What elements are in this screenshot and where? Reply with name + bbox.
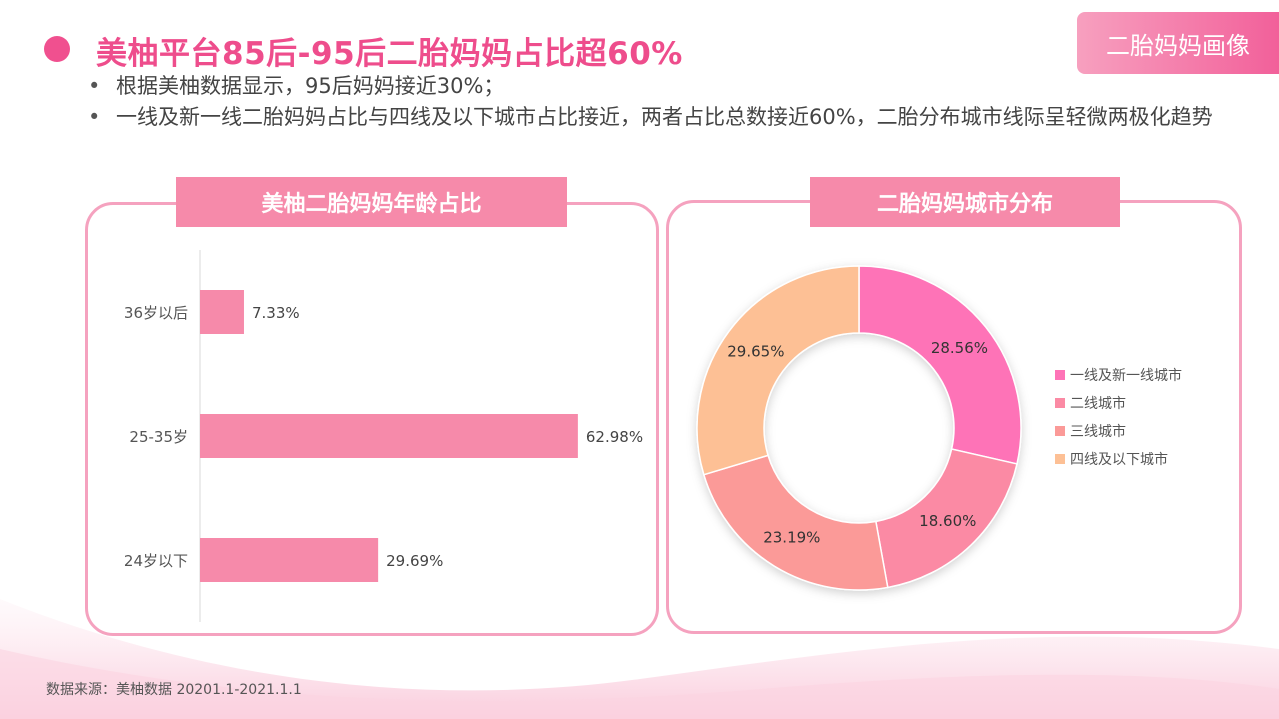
donut-slice	[702, 454, 889, 591]
legend-label: 二线城市	[1070, 395, 1126, 412]
bar-category-label: 25-35岁	[129, 428, 188, 446]
donut-value-label: 18.60%	[919, 512, 976, 530]
bar	[200, 414, 578, 458]
legend-swatch	[1055, 454, 1065, 464]
age-chart-title: 美柚二胎妈妈年龄占比	[176, 177, 567, 227]
bar	[200, 538, 379, 582]
summary-bullet: 根据美柚数据显示，95后妈妈接近30%；	[84, 72, 1244, 101]
donut-value-label: 29.65%	[727, 342, 784, 360]
legend-swatch	[1055, 398, 1065, 408]
section-tag: 二胎妈妈画像	[1077, 12, 1279, 74]
background-wave	[0, 599, 1279, 719]
page-title: 美柚平台85后-95后二胎妈妈占比超60%	[96, 36, 683, 72]
donut-slice	[858, 265, 1022, 465]
title-bullet-dot	[44, 36, 70, 62]
data-source-note: 数据来源：美柚数据 20201.1-2021.1.1	[46, 682, 302, 698]
bar-category-label: 36岁以后	[124, 304, 188, 322]
city-chart-title: 二胎妈妈城市分布	[810, 177, 1120, 227]
legend-label: 一线及新一线城市	[1070, 367, 1182, 384]
bar-value-label: 29.69%	[386, 552, 443, 570]
bar-category-label: 24岁以下	[124, 552, 188, 570]
summary-bullet: 一线及新一线二胎妈妈占比与四线及以下城市占比接近，两者占比总数接近60%，二胎分…	[84, 103, 1244, 132]
legend-label: 四线及以下城市	[1070, 451, 1168, 468]
bar	[200, 290, 244, 334]
legend-swatch	[1055, 426, 1065, 436]
donut-slice	[696, 265, 860, 476]
bar-value-label: 62.98%	[586, 428, 643, 446]
legend-swatch	[1055, 370, 1065, 380]
donut-value-label: 28.56%	[931, 339, 988, 357]
legend-label: 三线城市	[1070, 423, 1126, 440]
city-donut-chart: 28.56% 18.60% 23.19% 29.65% 一线及新一线城市二线城市三线城市…	[696, 265, 1182, 591]
age-bar-chart: 36岁以后 7.33% 25-35岁 62.98% 24岁以下 29.69%	[124, 250, 643, 622]
summary-bullets: 根据美柚数据显示，95后妈妈接近30%； 一线及新一线二胎妈妈占比与四线及以下城…	[84, 72, 1244, 134]
donut-value-label: 23.19%	[763, 529, 820, 547]
bar-value-label: 7.33%	[252, 304, 300, 322]
